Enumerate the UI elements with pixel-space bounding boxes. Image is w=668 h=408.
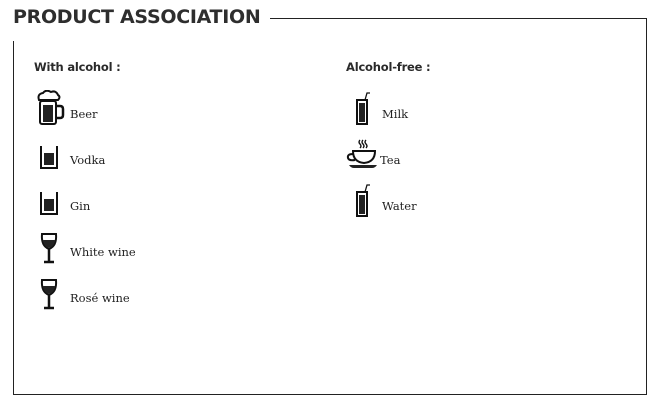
alcohol-free-column: Alcohol-free : Milk Tea Water [346, 60, 431, 228]
list-item: Gin [34, 176, 136, 228]
wine-glass-icon [40, 233, 58, 264]
alcohol-free-heading: Alcohol-free : [346, 60, 431, 74]
list-item: Water [346, 176, 430, 228]
item-label: Tea [380, 153, 401, 167]
item-label: Gin [70, 199, 91, 213]
list-item: Milk [346, 84, 430, 136]
tea-cup-icon [346, 139, 377, 168]
with-alcohol-heading: With alcohol : [34, 60, 121, 74]
item-label: Water [382, 199, 417, 213]
item-label: White wine [70, 245, 136, 259]
wine-glass-icon [40, 279, 58, 310]
item-label: Rosé wine [70, 291, 130, 305]
frame-right-line [646, 18, 647, 395]
frame-bottom-line [13, 394, 647, 395]
item-label: Beer [70, 107, 98, 121]
section-title: PRODUCT ASSOCIATION [13, 6, 271, 28]
frame-top-line [268, 18, 647, 19]
list-item: White wine [34, 222, 136, 274]
list-item: Beer [34, 84, 136, 136]
beer-mug-icon [37, 90, 65, 125]
list-item: Rosé wine [34, 268, 136, 320]
item-label: Milk [382, 107, 409, 121]
glass-with-straw-icon [356, 184, 370, 217]
list-item: Tea [346, 130, 430, 182]
frame-left-line [13, 41, 14, 395]
glass-with-straw-icon [356, 92, 370, 125]
item-label: Vodka [70, 153, 106, 167]
shot-glass-icon [40, 192, 58, 215]
shot-glass-icon [40, 146, 58, 169]
with-alcohol-column: With alcohol : Beer Vodka Gin White wine [34, 60, 136, 320]
list-item: Vodka [34, 130, 136, 182]
